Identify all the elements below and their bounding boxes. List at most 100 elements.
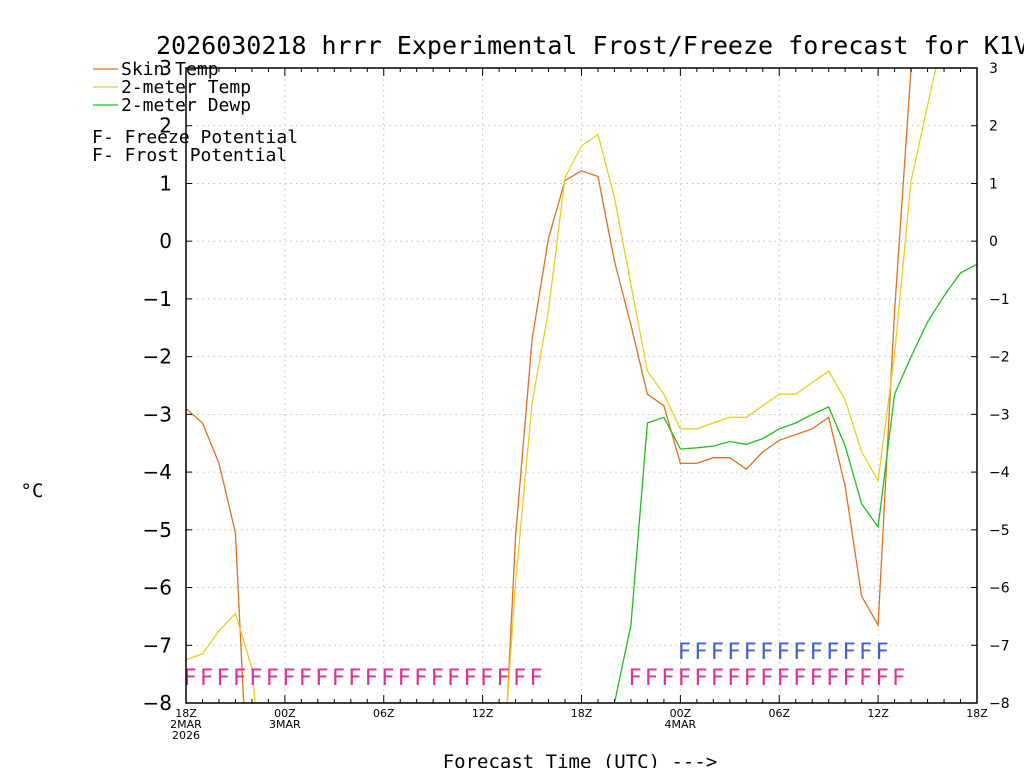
y-tick-label: −3: [143, 402, 172, 426]
y-tick-label-right: −7: [989, 638, 1010, 654]
freeze-potential-marker: F: [315, 666, 328, 691]
freeze-potential-marker: F: [398, 666, 411, 691]
legend-label: Skin Temp: [121, 59, 219, 80]
legend-label: 2-meter Temp: [121, 77, 251, 98]
freeze-potential-marker: F: [810, 666, 823, 691]
frost-potential-marker: F: [777, 640, 790, 665]
grid: [185, 67, 978, 704]
freeze-potential-marker: F: [216, 666, 229, 691]
frost-potential-marker: F: [843, 640, 856, 665]
y-axis-right: 3 2 1 0 −1 −2 −3 −4 −5 −6 −7 −8: [971, 61, 1010, 712]
frost-potential-marker: F: [760, 640, 773, 665]
freeze-potential-marker: F: [332, 666, 345, 691]
x-tick-label: 12Z: [867, 707, 889, 720]
legend-marker: F: [92, 127, 103, 148]
x-tick-label: 00Z: [670, 707, 692, 720]
frost-potential-marker: F: [727, 640, 740, 665]
frost-potential-marker: F: [678, 640, 691, 665]
y-tick-label-right: 3: [989, 61, 998, 77]
freeze-potential-marker: F: [200, 666, 213, 691]
freeze-potential-marker: F: [431, 666, 444, 691]
freeze-potential-marker: F: [480, 666, 493, 691]
y-tick-label: −2: [143, 345, 172, 369]
chart-title: 2026030218 hrrr Experimental Frost/Freez…: [156, 31, 1024, 60]
freeze-potential-marker: F: [777, 666, 790, 691]
y-tick-label: 0: [159, 229, 172, 253]
freeze-potential-marker: F: [694, 666, 707, 691]
freeze-potential-marker: F: [249, 666, 262, 691]
frost-potential-marker: F: [826, 640, 839, 665]
freeze-potential-marker: F: [711, 666, 724, 691]
x-tick-label: 18Z: [966, 707, 988, 720]
freeze-potential-marker: F: [233, 666, 246, 691]
y-tick-label-right: −3: [989, 407, 1010, 423]
y-tick-label: −6: [143, 576, 172, 600]
freeze-potential-marker: F: [876, 666, 889, 691]
x-tick-label: 06Z: [768, 707, 790, 720]
freeze-potential-marker: F: [727, 666, 740, 691]
x-tick-label: 00Z: [274, 707, 296, 720]
frost-potential-marker: F: [876, 640, 889, 665]
x-tick-label: 06Z: [373, 707, 395, 720]
freeze-potential-marker: F: [414, 666, 427, 691]
freeze-potential-marker: F: [513, 666, 526, 691]
frost-potential-marker: F: [793, 640, 806, 665]
freeze-potential-marker: F: [744, 666, 757, 691]
y-tick-label: −5: [143, 518, 172, 542]
y-tick-label-right: −8: [989, 696, 1010, 712]
freeze-potential-marker: F: [529, 666, 542, 691]
freeze-potential-marker: F: [892, 666, 905, 691]
freeze-potential-marker: F: [348, 666, 361, 691]
x-tick-label: 2MAR: [170, 718, 202, 731]
y-tick-label-right: −1: [989, 292, 1010, 308]
freeze-potential-marker: F: [760, 666, 773, 691]
freeze-potential-marker: F: [496, 666, 509, 691]
freeze-potential-marker: F: [282, 666, 295, 691]
y-tick-label: −8: [143, 691, 172, 715]
y-tick-label-right: −6: [989, 581, 1010, 597]
y-tick-label: 1: [159, 171, 172, 195]
x-tick-label: 4MAR: [665, 718, 697, 731]
frost-potential-marker: F: [694, 640, 707, 665]
frost-potential-marker: F: [744, 640, 757, 665]
y-tick-label-right: −4: [989, 465, 1010, 481]
frost-potential-marker: F: [859, 640, 872, 665]
x-tick-label: 18Z: [571, 707, 593, 720]
x-tick-label: 2026: [172, 729, 200, 742]
y-tick-label: 3: [159, 56, 172, 80]
freeze-potential-marker: F: [645, 666, 658, 691]
freeze-potential-marker: F: [793, 666, 806, 691]
y-tick-label: 2: [159, 114, 172, 138]
y-axis-label: °C: [21, 480, 44, 502]
series-2-meter-dewp-line: [613, 263, 977, 703]
x-tick-label: 12Z: [472, 707, 494, 720]
series-skin-temp-line: [186, 68, 912, 703]
series-2-meter-temp-line: [186, 68, 937, 703]
legend-label: - Freeze Potential: [103, 127, 298, 148]
legend-label: - Frost Potential: [103, 145, 287, 166]
freeze-potential-marker: F: [628, 666, 641, 691]
frost-potential-marker: F: [810, 640, 823, 665]
x-tick-label: 3MAR: [269, 718, 301, 731]
x-tick-label: 18Z: [175, 707, 197, 720]
freeze-potential-marker: F: [661, 666, 674, 691]
freeze-potential-marker: F: [464, 666, 477, 691]
freeze-potential-marker: F: [299, 666, 312, 691]
freeze-potential-marker: F: [859, 666, 872, 691]
legend-label: 2-meter Dewp: [121, 95, 251, 116]
freeze-potential-marker: F: [826, 666, 839, 691]
y-axis-left: 3 2 1 0 −1 −2 −3 −4 −5 −6 −7 −8: [143, 56, 192, 715]
y-tick-label-right: −2: [989, 350, 1010, 366]
y-tick-label: −1: [143, 287, 172, 311]
series-layer: F F F F F F F F F F F F F F F F F F F F F F F F F F F F F F F F F F F F F F FF…: [183, 68, 977, 703]
freeze-potential-marker: F: [381, 666, 394, 691]
y-tick-label: −4: [143, 460, 172, 484]
freeze-potential-marker: F: [266, 666, 279, 691]
freeze-potential-marker: F: [843, 666, 856, 691]
legend-marker: F: [92, 145, 103, 166]
